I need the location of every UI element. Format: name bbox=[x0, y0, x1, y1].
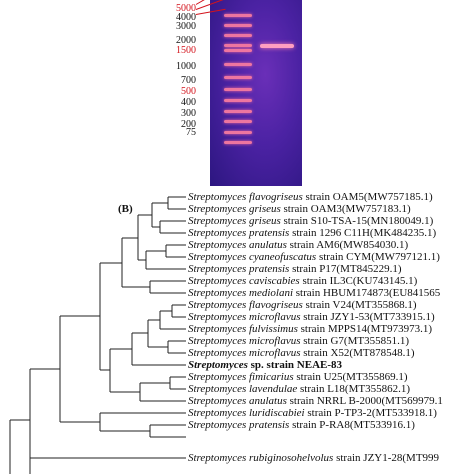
tree-leaf: Streptomyces fulvissimus strain MPPS14(M… bbox=[188, 323, 433, 335]
ladder-label-5000: 5000 bbox=[176, 3, 196, 14]
ladder-band bbox=[224, 131, 252, 134]
sample-band bbox=[260, 44, 294, 48]
ladder-band bbox=[224, 63, 252, 66]
ladder-band bbox=[224, 14, 252, 17]
ladder-band bbox=[224, 76, 252, 79]
tree-leaf: Streptomyces microflavus strain X52(MT87… bbox=[188, 347, 415, 359]
phylogenetic-tree bbox=[9, 196, 186, 474]
ladder-label-2000: 2000 bbox=[176, 35, 196, 46]
ladder-label-75: 75 bbox=[186, 127, 196, 138]
tree-leaf: Streptomyces cyaneofuscatus strain CYM(M… bbox=[188, 251, 440, 263]
gel-image bbox=[210, 0, 302, 186]
tree-leaf: Streptomyces flavogriseus strain OAM5(MW… bbox=[188, 191, 433, 203]
tree-leaf: Streptomyces griseus strain S10-TSA-15(M… bbox=[188, 215, 434, 227]
ladder-label-500: 500 bbox=[181, 86, 196, 97]
ladder-band bbox=[224, 44, 252, 47]
ladder-band bbox=[224, 99, 252, 102]
ladder-band bbox=[224, 34, 252, 37]
ladder-label-1000: 1000 bbox=[176, 61, 196, 72]
gel-electrophoresis-panel: 5000 4000 3000 2000 1500 1000 700 500 40… bbox=[0, 0, 474, 188]
tree-leaf: Streptomyces pratensis strain P-RA8(MT53… bbox=[188, 419, 415, 431]
tree-leaf: Streptomyces microflavus strain G7(MT355… bbox=[188, 335, 409, 347]
tree-leaf: Streptomyces fimicarius strain U25(MT355… bbox=[188, 371, 408, 383]
tree-leaf: Streptomyces anulatus strain AM6(MW85403… bbox=[188, 239, 409, 251]
tree-leaf: Streptomyces pratensis strain P17(MT8452… bbox=[188, 263, 402, 275]
ladder-label-3000: 3000 bbox=[176, 21, 196, 32]
tree-leaf: Streptomyces microflavus strain JZY1-53(… bbox=[188, 311, 435, 323]
tree-leaf-highlighted: Streptomyces sp. strain NEAE-83 bbox=[188, 359, 343, 371]
ladder-label-200: 200 bbox=[181, 119, 196, 130]
tree-leaf: Streptomyces flavogriseus strain V24(MT3… bbox=[188, 299, 417, 311]
tree-leaf: Streptomyces mediolani strain HBUM174873… bbox=[188, 287, 441, 299]
tree-leaf: Streptomyces lavendulae strain L18(MT355… bbox=[188, 383, 410, 395]
tree-leaf: Streptomyces luridiscabiei strain P-TP3-… bbox=[188, 407, 437, 419]
ladder-band bbox=[224, 120, 252, 123]
ladder-label-700: 700 bbox=[181, 75, 196, 86]
panel-b-label: (B) bbox=[118, 203, 133, 215]
ladder-band bbox=[224, 88, 252, 91]
ladder-band bbox=[224, 110, 252, 113]
tree-leaf: Streptomyces anulatus strain NRRL B-2000… bbox=[188, 395, 443, 407]
ladder-label-300: 300 bbox=[181, 108, 196, 119]
tree-leaf: Streptomyces caviscabies strain IL3C(KU7… bbox=[188, 275, 418, 287]
tree-leaf: Streptomyces rubiginosohelvolus strain J… bbox=[188, 452, 440, 464]
tree-leaf: Streptomyces griseus strain OAM3(MW75718… bbox=[188, 203, 411, 215]
ladder-band bbox=[224, 24, 252, 27]
ladder-label-4000: 4000 bbox=[176, 12, 196, 23]
ladder-band bbox=[224, 141, 252, 144]
ladder-label-400: 400 bbox=[181, 97, 196, 108]
tree-leaf: Streptomyces pratensis strain 1296 C11H(… bbox=[188, 227, 437, 239]
ladder-label-1500: 1500 bbox=[176, 45, 196, 56]
ladder-band bbox=[224, 49, 252, 52]
